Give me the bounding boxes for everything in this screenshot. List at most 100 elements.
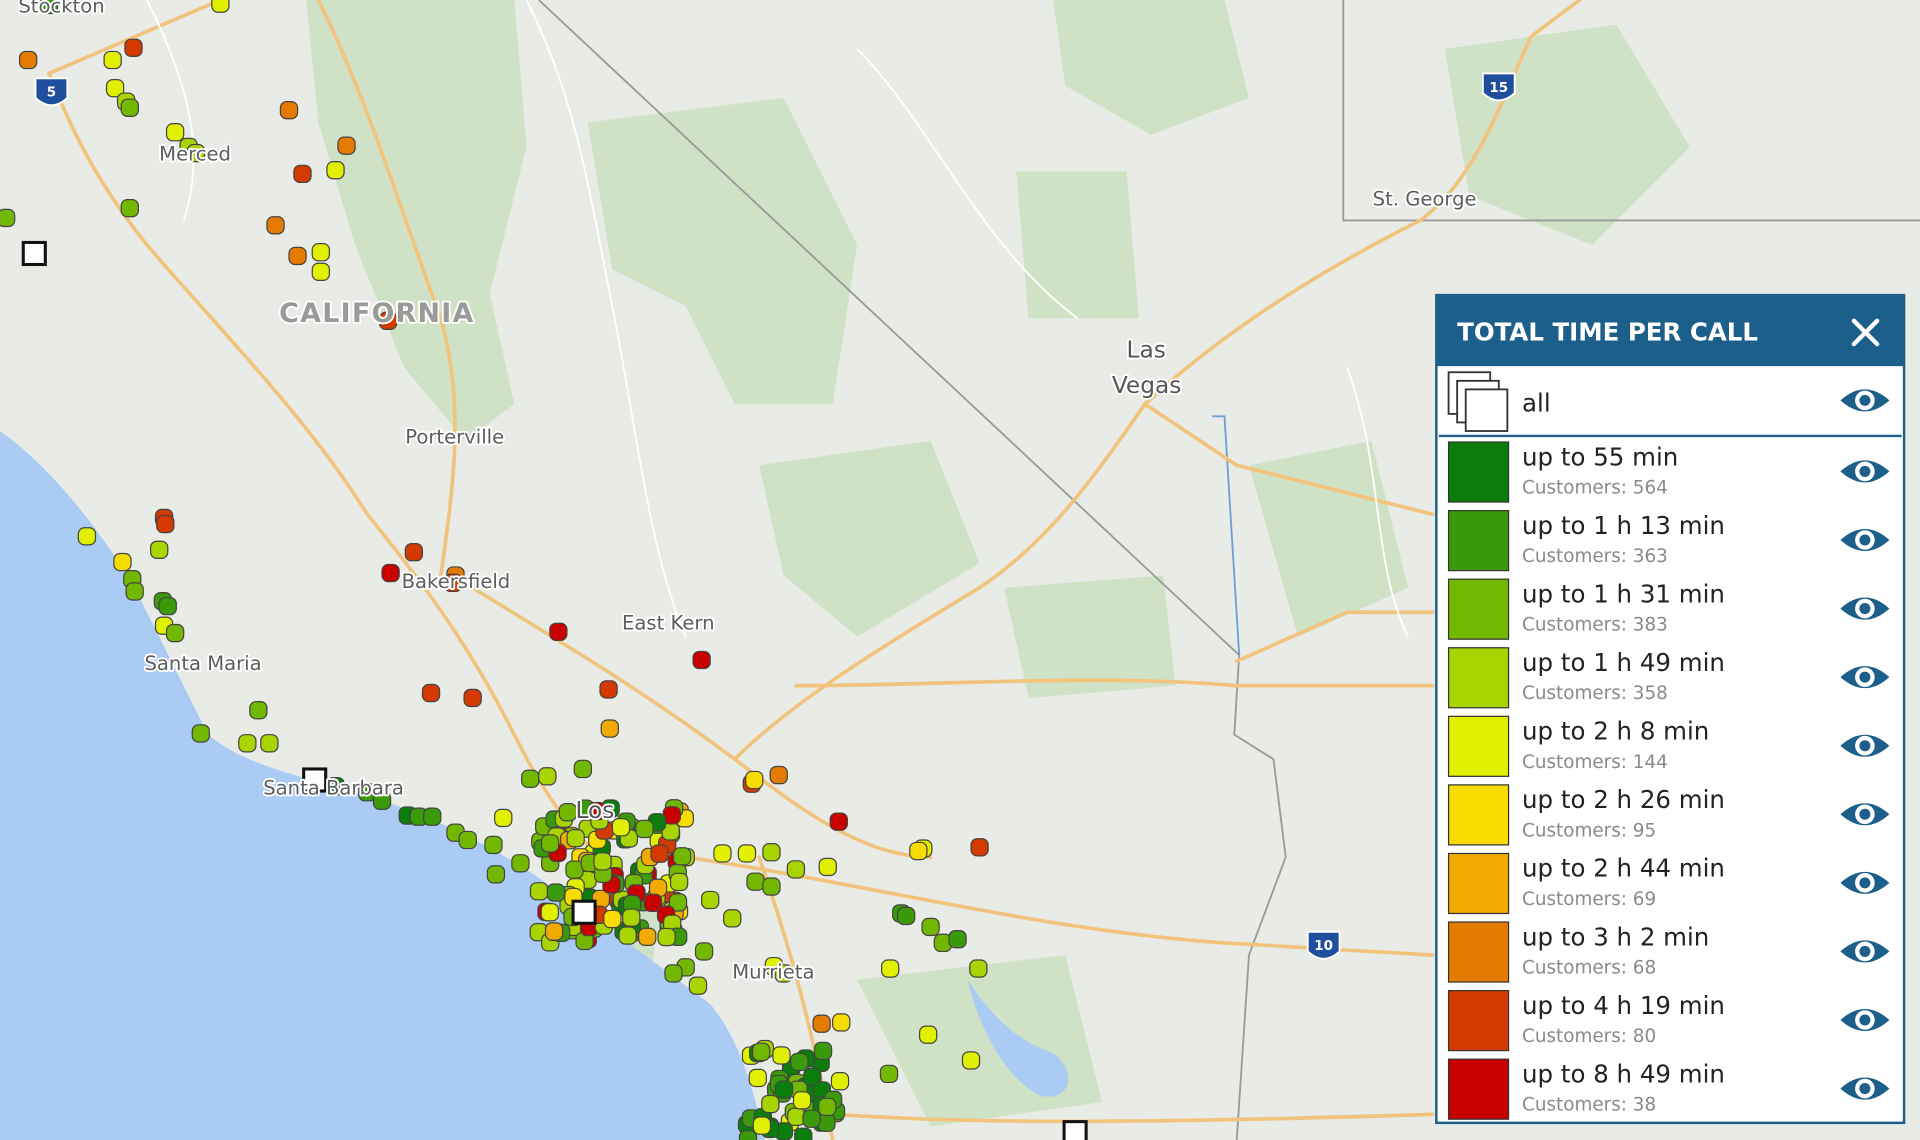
legend-panel: TOTAL TIME PER CALL all (1435, 293, 1906, 1125)
visibility-toggle[interactable] (1840, 666, 1890, 689)
visibility-toggle[interactable] (1840, 460, 1890, 483)
customer-marker (761, 1094, 780, 1114)
customer-marker (125, 582, 144, 601)
customer-marker (688, 976, 708, 995)
customer-marker (701, 890, 720, 910)
customer-marker (120, 198, 139, 218)
legend-header (1436, 295, 1905, 367)
legend-label: up to 3 h 2 min (1522, 922, 1709, 951)
visibility-toggle[interactable] (1840, 1008, 1890, 1032)
customer-marker (881, 959, 900, 978)
customer-marker (643, 893, 663, 912)
customer-marker (511, 854, 530, 873)
customer-marker (358, 783, 377, 802)
customer-marker (423, 807, 442, 826)
legend-customers: Customers: 144 (1522, 752, 1668, 773)
depot-marker (571, 899, 597, 925)
visibility-toggle[interactable] (1840, 1077, 1890, 1100)
visibility-toggle[interactable] (1840, 734, 1890, 757)
customer-marker (668, 893, 688, 912)
customer-marker (293, 164, 312, 184)
customer-marker (948, 930, 967, 949)
customer-marker (748, 1068, 767, 1088)
customer-marker (829, 812, 848, 831)
customer-marker (737, 844, 757, 863)
customer-marker (618, 926, 637, 945)
depot-marker (21, 240, 47, 267)
place-label: East Kern (622, 611, 715, 634)
eye-pupil (1859, 465, 1871, 477)
customer-markers (0, 0, 1088, 1140)
customer-marker (463, 688, 482, 708)
customer-marker (191, 724, 210, 743)
customer-marker (165, 123, 185, 142)
place-label: CALIFORNIA (279, 298, 474, 329)
legend-swatch (1447, 852, 1510, 915)
customer-marker (158, 596, 177, 616)
legend-label: up to 2 h 26 min (1522, 785, 1725, 814)
legend-label: up to 1 h 31 min (1522, 579, 1725, 608)
customer-marker (818, 1097, 837, 1117)
highway-shield (1306, 930, 1341, 960)
customer-marker (279, 101, 299, 120)
visibility-toggle[interactable] (1840, 597, 1890, 620)
customer-marker (692, 650, 711, 670)
visibility-toggle[interactable] (1840, 803, 1890, 826)
eye-pupil (1859, 534, 1871, 546)
eye-pupil (1859, 945, 1871, 957)
customer-marker (165, 623, 185, 643)
customer-marker (540, 834, 560, 853)
legend-label: up to 2 h 8 min (1522, 717, 1709, 746)
customer-marker (752, 1116, 772, 1135)
eye-pupil (1859, 1014, 1871, 1026)
customer-marker (600, 719, 619, 738)
borders (538, 0, 1920, 1140)
lake (967, 979, 1069, 1097)
customer-marker (603, 909, 622, 929)
place-label: Santa Barbara (263, 777, 404, 800)
place-label: Merced (159, 142, 231, 165)
depot-marker (302, 767, 328, 793)
customer-marker (896, 906, 916, 926)
customer-marker (672, 847, 692, 866)
eye-pupil (1859, 671, 1871, 683)
customer-marker (238, 734, 257, 753)
legend-swatch (1447, 441, 1510, 503)
visibility-toggle[interactable] (1840, 389, 1890, 412)
customer-marker (544, 922, 564, 941)
customer-marker (546, 883, 566, 902)
customer-marker (961, 1051, 981, 1070)
close-button[interactable] (1851, 318, 1880, 347)
customer-marker (694, 942, 714, 961)
legend-swatch (1447, 578, 1510, 640)
legend-customers: Customers: 363 (1522, 546, 1668, 567)
legend-label: up to 1 h 49 min (1522, 648, 1725, 677)
customer-marker (738, 1130, 758, 1140)
customer-marker (521, 769, 540, 788)
customer-marker (774, 1080, 794, 1099)
customer-marker (593, 852, 612, 871)
customer-marker (792, 1091, 812, 1110)
legend-label: up to 55 min (1522, 442, 1678, 471)
legend-swatch (1447, 990, 1510, 1052)
visibility-toggle[interactable] (1840, 528, 1890, 552)
customer-marker (549, 622, 568, 642)
place-label: St. George (1373, 188, 1477, 211)
eye-pupil (1859, 877, 1871, 889)
customer-marker (0, 208, 16, 228)
customer-marker (812, 1014, 831, 1033)
customer-marker (745, 770, 764, 790)
customer-marker (638, 927, 657, 947)
all-icon (1447, 371, 1509, 432)
customer-marker (772, 1046, 791, 1065)
legend-all: all (1522, 388, 1551, 417)
visibility-toggle[interactable] (1840, 871, 1890, 894)
customer-marker (540, 903, 560, 922)
depot-marker (1062, 1120, 1088, 1140)
customer-marker (879, 1064, 899, 1084)
ocean (0, 431, 766, 1140)
customer-marker (650, 844, 669, 863)
customer-marker (813, 1041, 833, 1061)
visibility-toggle[interactable] (1840, 940, 1890, 963)
